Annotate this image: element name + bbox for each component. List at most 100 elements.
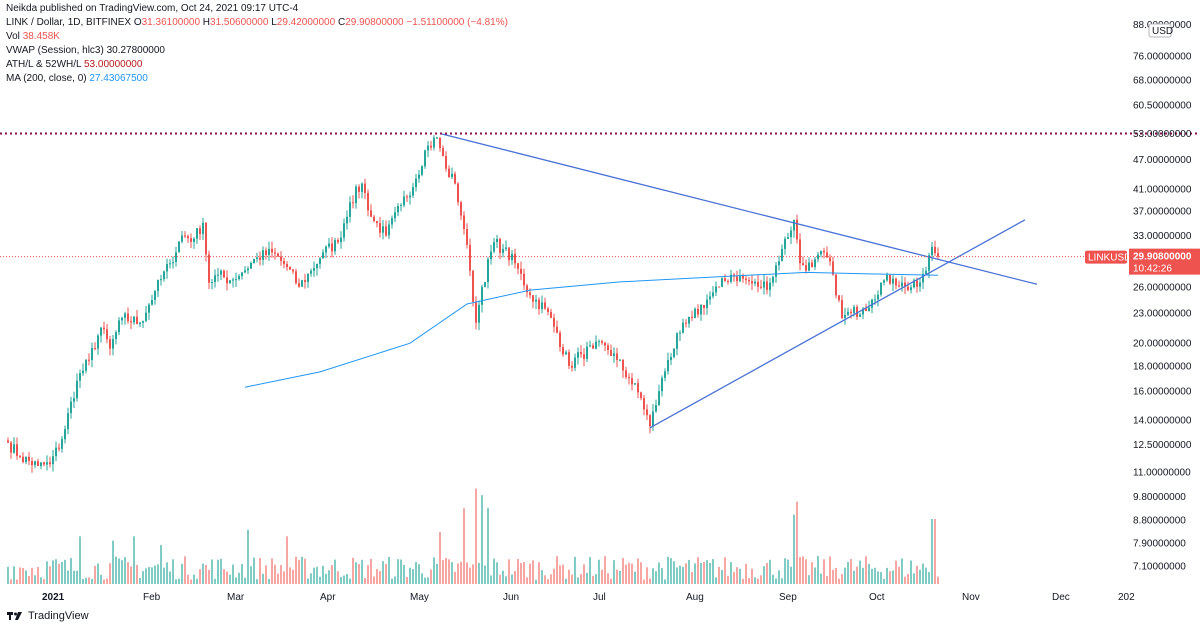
volume-bar: [613, 560, 615, 584]
price-tick-label: 12.50000000: [1133, 440, 1192, 451]
candle-body: [751, 281, 753, 284]
volume-bar: [793, 514, 795, 584]
candle-body: [913, 280, 915, 288]
candle-body: [790, 230, 792, 238]
volume-bar: [460, 561, 462, 584]
candle-body: [763, 281, 765, 288]
candle-body: [934, 246, 936, 254]
candle-body: [664, 371, 666, 378]
candle-body: [811, 262, 813, 268]
ath-label: ATH/L & 52WH/L: [6, 59, 82, 70]
price-tick-label: 14.00000000: [1133, 415, 1192, 426]
price-tick-label: 7.90000000: [1133, 539, 1186, 550]
volume-bar: [130, 566, 132, 584]
ohlc-low-label: L: [271, 17, 277, 28]
volume-bar: [40, 577, 42, 584]
candle-body: [706, 299, 708, 308]
candle-body: [820, 250, 822, 255]
candle-body: [196, 228, 198, 239]
vwap-label: VWAP (Session, hlc3): [6, 45, 104, 56]
volume-bar: [898, 566, 900, 584]
volume-bar: [589, 557, 591, 584]
candle-body: [526, 285, 528, 293]
candle-body: [172, 262, 174, 264]
volume-bar: [685, 563, 687, 584]
volume-bar: [463, 508, 465, 584]
volume-bar: [889, 571, 891, 584]
price-axis[interactable]: 88.0000000076.0000000068.0000000060.5000…: [1085, 20, 1200, 573]
candle-body: [280, 256, 282, 261]
candle-body: [217, 274, 219, 276]
vwap-indicator-row[interactable]: VWAP (Session, hlc3) 30.27800000: [6, 44, 508, 58]
volume-bar: [664, 579, 666, 584]
volume-bar: [55, 559, 57, 584]
volume-bar: [925, 567, 927, 584]
volume-bar: [238, 572, 240, 584]
volume-bar: [64, 559, 66, 584]
candle-body: [736, 276, 738, 282]
candle-body: [73, 398, 75, 402]
symbol-ohlc-row[interactable]: LINK / Dollar, 1D, BITFINEX O31.36100000…: [6, 16, 508, 30]
volume-bar: [106, 578, 108, 584]
volume-bar: [832, 569, 834, 584]
candle-body: [184, 235, 186, 237]
candle-body: [892, 278, 894, 284]
volume-bar: [388, 556, 390, 584]
candle-body: [868, 307, 870, 312]
candle-body: [853, 306, 855, 314]
trendlines[interactable]: [439, 132, 1038, 429]
volume-bar: [847, 561, 849, 584]
candle-body: [271, 248, 273, 253]
candle-body: [79, 373, 81, 381]
volume-bar: [406, 576, 408, 584]
volume-bar: [163, 567, 165, 584]
candle-body: [535, 299, 537, 302]
currency-label: USD: [1152, 26, 1173, 37]
volume-bar: [424, 577, 426, 584]
volume-bar: [151, 567, 153, 584]
candle-body: [739, 275, 741, 282]
volume-bar: [508, 559, 510, 584]
volume-bar: [682, 566, 684, 584]
volume-bar: [442, 560, 444, 584]
candle-body: [211, 282, 213, 284]
candle-body: [871, 299, 873, 308]
volume-bar: [259, 558, 261, 584]
volume-bar: [799, 557, 801, 584]
volume-bar: [253, 557, 255, 584]
volume-bar: [901, 558, 903, 584]
ath-indicator-row[interactable]: ATH/L & 52WH/L 53.00000000: [6, 58, 508, 72]
volume-bar: [58, 563, 60, 584]
candle-body: [49, 462, 51, 465]
candle-body: [10, 442, 12, 453]
candle-body: [103, 327, 105, 330]
candle-body: [58, 447, 60, 449]
candle-body: [178, 241, 180, 253]
price-tick-label: 23.00000000: [1133, 309, 1192, 320]
candle-body: [772, 276, 774, 283]
time-tick-label: Jul: [593, 592, 606, 603]
time-axis[interactable]: 2021 Feb Mar Apr May Jun Jul Aug Sep Oct Nov Dec 202: [42, 592, 1135, 603]
candle-body: [640, 392, 642, 399]
candle-body: [88, 359, 90, 361]
ma-indicator-row[interactable]: MA (200, close, 0) 27.43067500: [6, 72, 508, 86]
volume-bar: [154, 565, 156, 584]
candle-body: [31, 460, 33, 466]
volume-bar: [211, 559, 213, 584]
volume-bar: [910, 560, 912, 584]
ohlc-open: 31.36100000: [141, 17, 201, 28]
candle-body: [838, 295, 840, 301]
candle-body: [727, 280, 729, 282]
candle-body: [907, 286, 909, 291]
candle-body: [229, 280, 231, 284]
volume-bar: [340, 576, 342, 584]
time-tick-label: 202: [1118, 592, 1135, 603]
volume-indicator-row[interactable]: Vol 38.458K: [6, 30, 508, 44]
candle-body: [523, 273, 525, 286]
ohlc-close-label: C: [337, 17, 346, 28]
volume-bar: [736, 567, 738, 584]
volume-bar: [244, 577, 246, 584]
volume-bar: [430, 569, 432, 584]
candle-body: [637, 383, 639, 393]
